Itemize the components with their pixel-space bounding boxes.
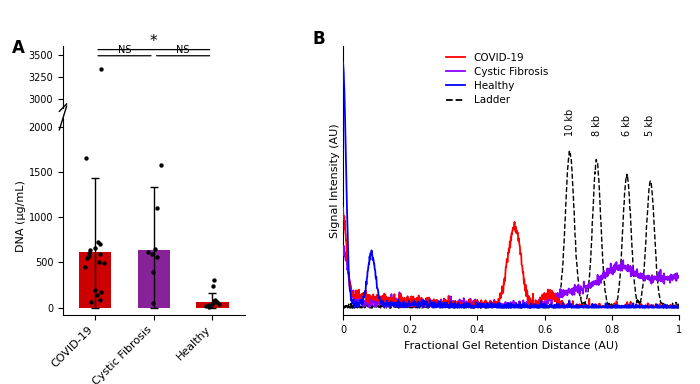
Point [81,311,92,317]
Point [151,310,162,316]
Point [80,214,91,220]
Point [81,255,92,261]
Point [151,254,162,260]
Point [96,344,107,351]
Point [204,357,215,363]
Text: B: B [313,30,326,48]
Text: NS: NS [118,45,132,55]
Point [207,338,218,344]
Point [80,320,91,326]
Point [93,314,104,321]
Point [94,251,106,257]
Point [90,286,101,293]
Point [214,301,225,307]
Point [207,283,218,289]
Point [209,297,220,303]
Point [84,303,95,310]
Bar [138,250,170,308]
Point [209,352,220,358]
Point [207,300,218,306]
Point [85,354,97,360]
Point [147,300,158,306]
Point [96,289,107,295]
Point [155,220,167,227]
Point [90,301,101,308]
Point [83,253,94,259]
Point [83,310,94,316]
Point [146,308,158,314]
Point [147,268,158,275]
Point [204,302,215,308]
Point [92,238,104,245]
Point [209,353,220,359]
Point [142,305,153,311]
Point [142,248,153,255]
Point [209,276,220,283]
Legend: COVID-19, Cystic Fibrosis, Healthy, Ladder: COVID-19, Cystic Fibrosis, Healthy, Ladd… [442,49,552,109]
Point [214,356,225,362]
Point [80,264,91,270]
Point [93,258,104,265]
Point [212,299,223,305]
Point [85,299,97,305]
Text: 10 kb: 10 kb [565,108,575,136]
Y-axis label: DNA (μg/mL): DNA (μg/mL) [16,180,26,252]
Bar [196,302,228,308]
Bar [79,252,111,308]
Point [94,298,106,304]
Point [147,355,158,361]
Y-axis label: Signal Intensity (AU): Signal Intensity (AU) [330,123,340,238]
Point [204,359,215,365]
Point [209,298,220,305]
Point [83,250,94,256]
Text: 6 kb: 6 kb [622,114,632,136]
Point [92,292,103,298]
Point [209,332,220,338]
Point [92,347,103,353]
Point [212,354,223,360]
Point [94,352,105,358]
Point [149,246,160,252]
Text: 8 kb: 8 kb [592,114,602,136]
Point [90,342,101,348]
Point [147,324,158,331]
Text: NS: NS [176,45,190,55]
Bar [138,306,170,362]
Bar [196,357,228,362]
Point [95,3,106,9]
Point [99,316,110,323]
Point [149,302,160,308]
Point [80,155,91,161]
Text: 5 kb: 5 kb [645,114,655,136]
Point [94,296,105,303]
Point [99,260,110,266]
Point [90,245,101,251]
Point [94,308,106,314]
Point [146,251,158,257]
Point [83,306,94,312]
Point [152,263,163,269]
Text: A: A [12,39,25,57]
Point [200,358,211,364]
X-axis label: Fractional Gel Retention Distance (AU): Fractional Gel Retention Distance (AU) [404,340,618,350]
Point [207,355,218,361]
Point [95,66,106,72]
Point [94,242,106,248]
Bar [79,308,111,362]
Point [204,304,215,310]
Point [92,295,104,301]
Point [152,205,163,211]
Text: *: * [150,34,158,49]
Point [84,247,95,253]
Point [200,303,211,309]
Point [155,162,167,168]
